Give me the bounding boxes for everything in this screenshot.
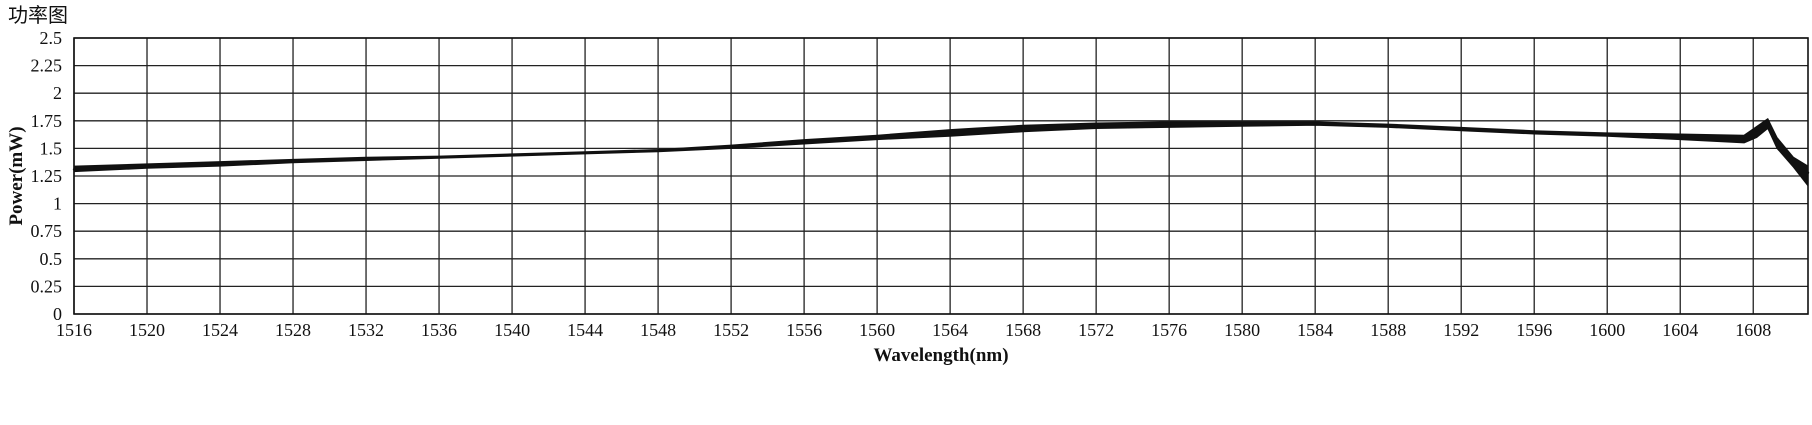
data-point <box>1792 160 1795 163</box>
grid-lines <box>73 37 1808 315</box>
x-tick-label: 1524 <box>202 320 238 340</box>
x-tick-label: 1532 <box>348 320 384 340</box>
x-tick-label: 1556 <box>786 320 822 340</box>
data-point <box>1460 128 1463 131</box>
data-point <box>291 160 295 163</box>
x-tick-label: 1576 <box>1151 320 1187 340</box>
data-point <box>802 140 806 143</box>
data-point <box>1755 129 1759 132</box>
data-point <box>1766 120 1770 124</box>
data-point <box>729 145 733 148</box>
data-point <box>1021 127 1025 130</box>
x-tick-label: 1580 <box>1224 320 1260 340</box>
data-point <box>656 149 660 152</box>
x-tick-label: 1560 <box>859 320 895 340</box>
y-tick-label: 0.75 <box>31 221 63 241</box>
chart-title: 功率图 <box>8 3 68 27</box>
x-tick-label: 1568 <box>1005 320 1041 340</box>
x-tick-label: 1548 <box>640 320 676 340</box>
y-tick-labels: 0 0.25 0.5 0.75 1 1.25 1.5 1.75 2 2.25 2.5 <box>31 28 63 324</box>
y-tick-label: 1.25 <box>31 166 63 186</box>
y-tick-label: 2.5 <box>40 28 63 48</box>
y-tick-label: 2 <box>53 83 62 103</box>
data-point <box>1775 140 1779 143</box>
data-point <box>875 136 879 139</box>
data-point <box>583 151 587 154</box>
data-point <box>1387 125 1390 128</box>
x-tick-label: 1596 <box>1516 320 1552 340</box>
data-point <box>1742 137 1746 140</box>
x-tick-label: 1552 <box>713 320 749 340</box>
y-tick-label: 1.5 <box>40 138 63 158</box>
x-tick-label: 1572 <box>1078 320 1114 340</box>
data-point <box>1241 122 1244 126</box>
x-axis-label: Wavelength(nm) <box>873 345 1008 366</box>
data-point <box>1094 125 1098 128</box>
x-tick-label: 1604 <box>1662 320 1698 340</box>
y-tick-label: 1 <box>53 194 62 214</box>
data-point <box>1679 136 1682 139</box>
y-tick-label: 1.75 <box>31 111 63 131</box>
y-tick-label: 0.25 <box>31 276 63 296</box>
x-tick-labels: 1516 1520 1524 1528 1532 1536 1540 1544 1548 1552… <box>56 320 1771 340</box>
data-point <box>1606 134 1609 137</box>
x-tick-label: 1516 <box>56 320 92 340</box>
x-tick-label: 1592 <box>1443 320 1479 340</box>
data-point <box>510 153 514 157</box>
y-tick-label: 0 <box>53 304 62 324</box>
y-tick-label: 2.25 <box>31 56 63 76</box>
x-tick-label: 1588 <box>1370 320 1406 340</box>
x-tick-label: 1528 <box>275 320 311 340</box>
data-point <box>1168 124 1171 127</box>
data-point <box>364 158 368 161</box>
data-point <box>218 162 222 166</box>
plot-frame <box>73 37 1809 315</box>
data-point <box>948 131 952 135</box>
data-point <box>1314 122 1317 126</box>
data-point <box>145 164 149 168</box>
y-axis-label: Power(mW) <box>6 126 27 225</box>
data-point <box>437 156 441 159</box>
x-tick-label: 1608 <box>1735 320 1771 340</box>
x-tick-label: 1540 <box>494 320 530 340</box>
x-tick-label: 1584 <box>1297 320 1333 340</box>
y-tick-label: 0.5 <box>40 249 63 269</box>
x-tick-label: 1520 <box>129 320 165 340</box>
x-tick-label: 1544 <box>567 320 603 340</box>
x-tick-label: 1600 <box>1589 320 1625 340</box>
x-tick-label: 1564 <box>932 320 968 340</box>
data-point <box>1533 131 1536 135</box>
x-tick-label: 1536 <box>421 320 457 340</box>
